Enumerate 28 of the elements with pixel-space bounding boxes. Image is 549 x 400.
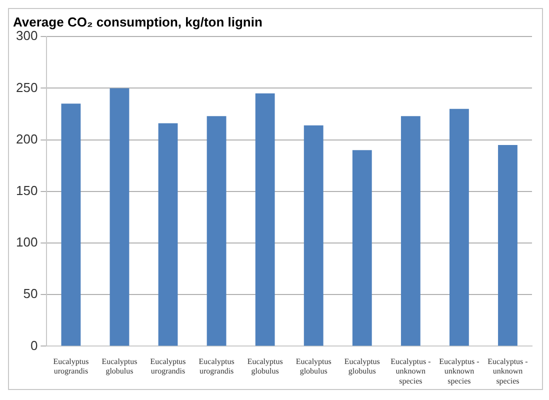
bar <box>304 125 324 346</box>
bar <box>206 116 226 346</box>
bar <box>498 144 518 346</box>
bar <box>400 116 420 346</box>
x-tick-label: Eucalyptus globulus <box>296 357 332 376</box>
x-tick-label: Eucalyptus globulus <box>344 357 380 376</box>
bar <box>352 150 372 346</box>
y-tick-label: 100 <box>16 234 38 250</box>
y-tick-label: 200 <box>16 131 38 146</box>
chart-title: Average CO₂ consumption, kg/ton lignin <box>13 14 262 30</box>
bar <box>158 123 178 346</box>
y-tick-label: 50 <box>23 286 38 302</box>
bar <box>61 104 81 346</box>
x-tick-label: Eucalyptus - unknown species <box>488 357 528 386</box>
x-tick-label: Eucalyptus globulus <box>247 357 283 376</box>
y-tick-label: 300 <box>16 28 38 44</box>
x-tick-label: Eucalyptus - unknown species <box>390 357 432 386</box>
y-tick-label: 150 <box>16 182 38 198</box>
x-tick-label: Eucalyptus - unknown species <box>439 357 480 386</box>
x-tick-label: Eucalyptus urograndis <box>53 357 89 376</box>
bar <box>255 93 275 346</box>
x-tick-label: Eucalyptus urograndis <box>198 357 234 376</box>
y-tick-label: 250 <box>16 80 38 95</box>
x-tick-label: Eucalyptus globulus <box>102 357 138 376</box>
bar <box>450 108 469 346</box>
bar <box>110 88 130 346</box>
x-tick-label: Eucalyptus urograndis <box>150 357 186 376</box>
y-tick-label: 0 <box>30 338 38 353</box>
